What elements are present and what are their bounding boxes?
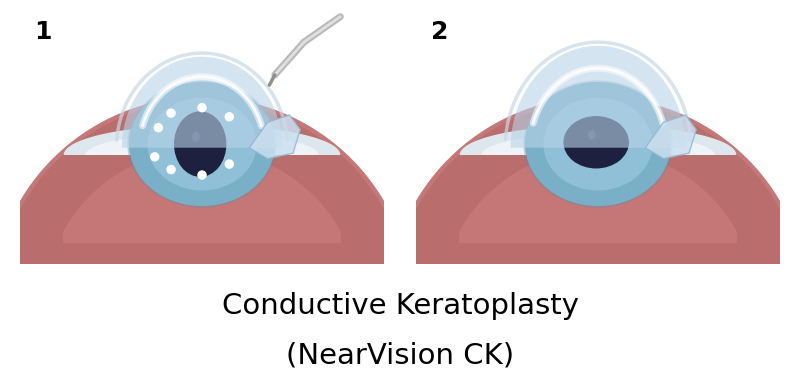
Ellipse shape (130, 82, 275, 206)
Circle shape (198, 103, 206, 112)
Text: Conductive Keratoplasty: Conductive Keratoplasty (222, 292, 578, 320)
Ellipse shape (543, 98, 653, 190)
Ellipse shape (192, 132, 200, 142)
Circle shape (166, 108, 176, 118)
Ellipse shape (525, 82, 671, 206)
Polygon shape (250, 115, 300, 158)
Ellipse shape (147, 98, 257, 190)
Ellipse shape (525, 82, 671, 206)
Circle shape (198, 170, 206, 180)
Circle shape (150, 152, 159, 162)
Polygon shape (122, 57, 282, 148)
Ellipse shape (130, 82, 275, 206)
Circle shape (166, 165, 176, 174)
Polygon shape (510, 46, 686, 148)
Ellipse shape (174, 111, 226, 177)
Ellipse shape (588, 130, 596, 140)
Polygon shape (460, 125, 736, 155)
Polygon shape (391, 101, 800, 277)
Polygon shape (646, 115, 696, 158)
Circle shape (154, 123, 163, 133)
Polygon shape (0, 101, 409, 277)
Polygon shape (482, 133, 714, 155)
Polygon shape (86, 133, 318, 155)
Polygon shape (0, 97, 413, 308)
Circle shape (225, 112, 234, 122)
Ellipse shape (563, 116, 629, 168)
Polygon shape (63, 150, 341, 243)
Circle shape (225, 159, 234, 169)
Ellipse shape (523, 81, 673, 208)
Ellipse shape (127, 81, 277, 208)
Polygon shape (459, 150, 737, 243)
Polygon shape (64, 125, 340, 155)
Text: 2: 2 (430, 20, 448, 44)
Polygon shape (387, 97, 800, 308)
Text: 1: 1 (34, 20, 52, 44)
Text: (NearVision CK): (NearVision CK) (286, 341, 514, 369)
